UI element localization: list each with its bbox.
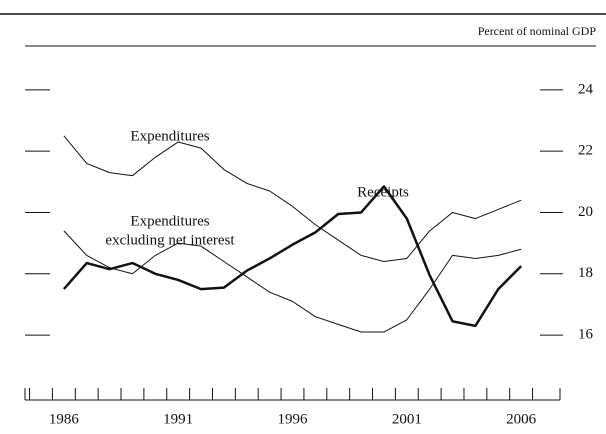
y-axis-label: Percent of nominal GDP	[478, 24, 597, 38]
x-tick-label: 2001	[392, 411, 422, 427]
series-label: Receipts	[357, 184, 409, 200]
y-tick-label: 22	[578, 143, 593, 159]
y-tick-label: 18	[578, 265, 593, 281]
series-line	[63, 135, 522, 263]
series-label: excluding net interest	[105, 232, 235, 248]
x-tick-label: 2006	[506, 411, 537, 427]
x-tick-label: 1996	[278, 411, 309, 427]
y-tick-label: 24	[578, 81, 594, 97]
x-tick-label: 1991	[163, 411, 193, 427]
series-label: Expenditures	[130, 213, 209, 229]
y-tick-label: 20	[578, 204, 593, 220]
series-line	[62, 185, 523, 328]
series-label: Expenditures	[130, 128, 209, 144]
y-tick-label: 16	[578, 327, 594, 343]
x-tick-label: 1986	[49, 411, 80, 427]
